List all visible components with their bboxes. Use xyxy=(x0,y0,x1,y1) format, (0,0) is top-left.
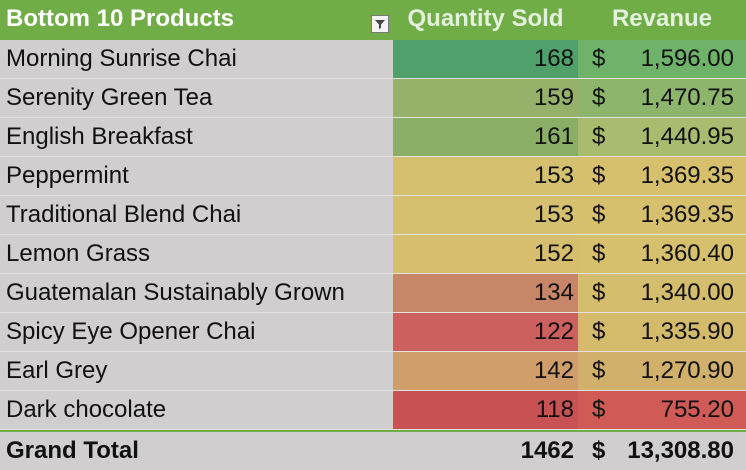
currency-symbol: $ xyxy=(592,357,606,384)
table-row-product-label[interactable]: Morning Sunrise Chai xyxy=(0,40,393,79)
revenue-amount: 1,335.90 xyxy=(640,318,734,345)
currency-symbol: $ xyxy=(592,123,606,150)
revenue-amount: 1,369.35 xyxy=(640,201,734,228)
currency-symbol: $ xyxy=(592,318,606,345)
table-row-product-label[interactable]: Traditional Blend Chai xyxy=(0,196,393,235)
table-row-product-label[interactable]: Peppermint xyxy=(0,157,393,196)
revenue-amount: 1,360.40 xyxy=(640,240,734,267)
table-row-quantity[interactable]: 153 xyxy=(393,196,578,235)
table-row-revenue[interactable]: $1,369.35 xyxy=(578,196,746,235)
quantity-sold-header[interactable]: Quantity Sold xyxy=(393,0,578,40)
table-row-revenue[interactable]: $1,360.40 xyxy=(578,235,746,274)
grand-total-revenue[interactable]: $13,308.80 xyxy=(578,430,746,470)
revenue-amount: 1,369.35 xyxy=(640,162,734,189)
revenue-amount: 1,270.90 xyxy=(640,357,734,384)
grand-total-revenue-amount: 13,308.80 xyxy=(627,437,734,464)
table-row-quantity[interactable]: 168 xyxy=(393,40,578,79)
table-row-quantity[interactable]: 142 xyxy=(393,352,578,391)
table-row-revenue[interactable]: $1,340.00 xyxy=(578,274,746,313)
currency-symbol: $ xyxy=(592,84,606,111)
grand-total-label[interactable]: Grand Total xyxy=(0,430,393,470)
table-row-revenue[interactable]: $1,470.75 xyxy=(578,79,746,118)
table-row-quantity[interactable]: 122 xyxy=(393,313,578,352)
table-row-product-label[interactable]: Spicy Eye Opener Chai xyxy=(0,313,393,352)
currency-symbol: $ xyxy=(592,396,606,423)
table-row-quantity[interactable]: 134 xyxy=(393,274,578,313)
row-labels-header-text: Bottom 10 Products xyxy=(6,5,235,32)
table-row-product-label[interactable]: Dark chocolate xyxy=(0,391,393,430)
table-row-revenue[interactable]: $1,596.00 xyxy=(578,40,746,79)
table-row-quantity[interactable]: 159 xyxy=(393,79,578,118)
table-row-revenue[interactable]: $1,270.90 xyxy=(578,352,746,391)
revenue-amount: 1,470.75 xyxy=(640,84,734,111)
currency-symbol: $ xyxy=(592,437,606,464)
table-row-product-label[interactable]: Serenity Green Tea xyxy=(0,79,393,118)
revenue-header[interactable]: Revanue xyxy=(578,0,746,40)
table-row-revenue[interactable]: $1,369.35 xyxy=(578,157,746,196)
table-row-quantity[interactable]: 153 xyxy=(393,157,578,196)
currency-symbol: $ xyxy=(592,279,606,306)
table-row-quantity[interactable]: 152 xyxy=(393,235,578,274)
table-row-revenue[interactable]: $1,440.95 xyxy=(578,118,746,157)
filter-sort-icon[interactable] xyxy=(371,15,389,33)
revenue-amount: 1,440.95 xyxy=(640,123,734,150)
revenue-amount: 755.20 xyxy=(660,396,734,423)
currency-symbol: $ xyxy=(592,45,606,72)
currency-symbol: $ xyxy=(592,240,606,267)
table-row-quantity[interactable]: 118 xyxy=(393,391,578,430)
table-row-product-label[interactable]: Earl Grey xyxy=(0,352,393,391)
table-row-revenue[interactable]: $755.20 xyxy=(578,391,746,430)
table-row-quantity[interactable]: 161 xyxy=(393,118,578,157)
revenue-amount: 1,596.00 xyxy=(640,45,734,72)
table-row-revenue[interactable]: $1,335.90 xyxy=(578,313,746,352)
currency-symbol: $ xyxy=(592,162,606,189)
table-row-product-label[interactable]: English Breakfast xyxy=(0,118,393,157)
currency-symbol: $ xyxy=(592,201,606,228)
revenue-amount: 1,340.00 xyxy=(640,279,734,306)
table-row-product-label[interactable]: Guatemalan Sustainably Grown xyxy=(0,274,393,313)
row-labels-header[interactable]: Bottom 10 Products xyxy=(0,0,393,40)
grand-total-quantity[interactable]: 1462 xyxy=(393,430,578,470)
table-row-product-label[interactable]: Lemon Grass xyxy=(0,235,393,274)
